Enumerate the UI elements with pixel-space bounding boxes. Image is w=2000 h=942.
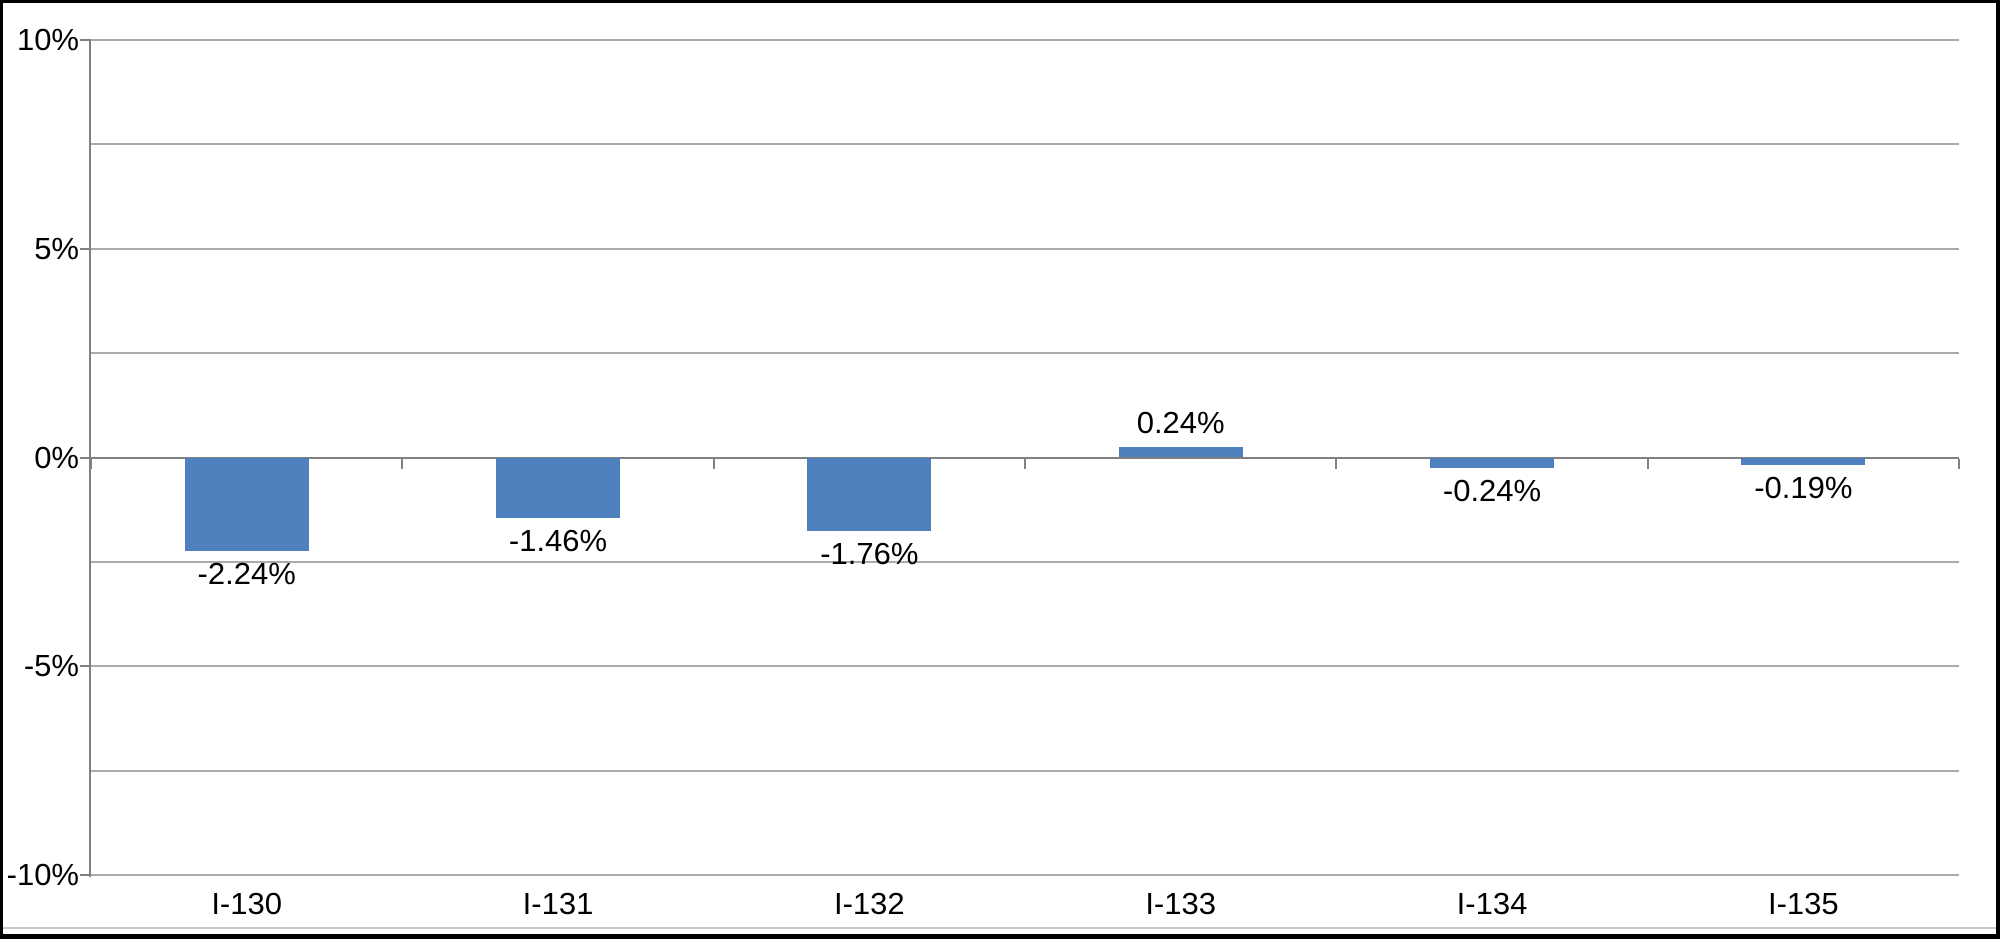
bar-I-134	[1430, 457, 1554, 468]
y-gridline	[91, 247, 1959, 250]
y-gridline	[91, 665, 1959, 668]
category-axis-tick	[1024, 458, 1026, 469]
category-label: I-135	[1767, 886, 1839, 921]
category-label: I-134	[1456, 886, 1528, 921]
bar-value-label: -0.24%	[1442, 472, 1542, 508]
y-axis-tick	[80, 874, 91, 876]
category-axis-tick	[90, 458, 92, 469]
category-axis-tick	[1646, 458, 1649, 469]
y-axis-tick	[80, 456, 91, 459]
category-label: I-133	[1145, 886, 1216, 921]
bar-value-label: -2.24%	[197, 556, 296, 592]
category-label: I-130	[211, 886, 282, 921]
y-gridline	[91, 769, 1959, 772]
bar-I-131	[496, 457, 620, 519]
category-axis-tick	[1958, 458, 1960, 469]
category-axis-tick	[712, 458, 715, 469]
category-axis-tick	[1335, 458, 1338, 469]
y-axis-tick	[80, 247, 91, 250]
category-axis-tick	[401, 458, 404, 469]
y-gridline	[91, 352, 1959, 355]
bar-value-label: 0.24%	[1136, 405, 1225, 441]
bar-I-135	[1741, 457, 1866, 466]
bar-I-133	[1118, 447, 1243, 458]
bottom-edge-shadow	[3, 927, 1996, 929]
bar-value-label: -1.76%	[820, 535, 919, 571]
category-label: I-131	[522, 886, 594, 921]
category-label: I-132	[833, 886, 905, 921]
bar-value-label: -0.19%	[1754, 470, 1853, 506]
y-axis-tick-label: 5%	[34, 230, 79, 266]
y-axis-tick	[80, 665, 91, 668]
y-axis-tick-label: 0%	[34, 439, 79, 475]
bar-I-132	[807, 457, 932, 531]
bar-value-label: -1.46%	[508, 523, 608, 559]
y-gridline	[91, 143, 1959, 146]
y-axis-tick-label: -10%	[6, 857, 79, 892]
y-axis-tick	[80, 39, 91, 41]
y-gridline	[91, 560, 1959, 563]
y-gridline	[91, 874, 1959, 876]
y-axis-tick-label: 10%	[16, 22, 79, 57]
y-gridline	[91, 39, 1959, 41]
category-axis-line	[91, 456, 1959, 459]
bar-chart: 10% 5% 0% -5% -10% -2.24% I-130 -1.46% I-131 -1.7…	[3, 3, 2000, 942]
y-axis-tick-label: -5%	[23, 648, 79, 684]
bar-I-130	[184, 457, 309, 552]
